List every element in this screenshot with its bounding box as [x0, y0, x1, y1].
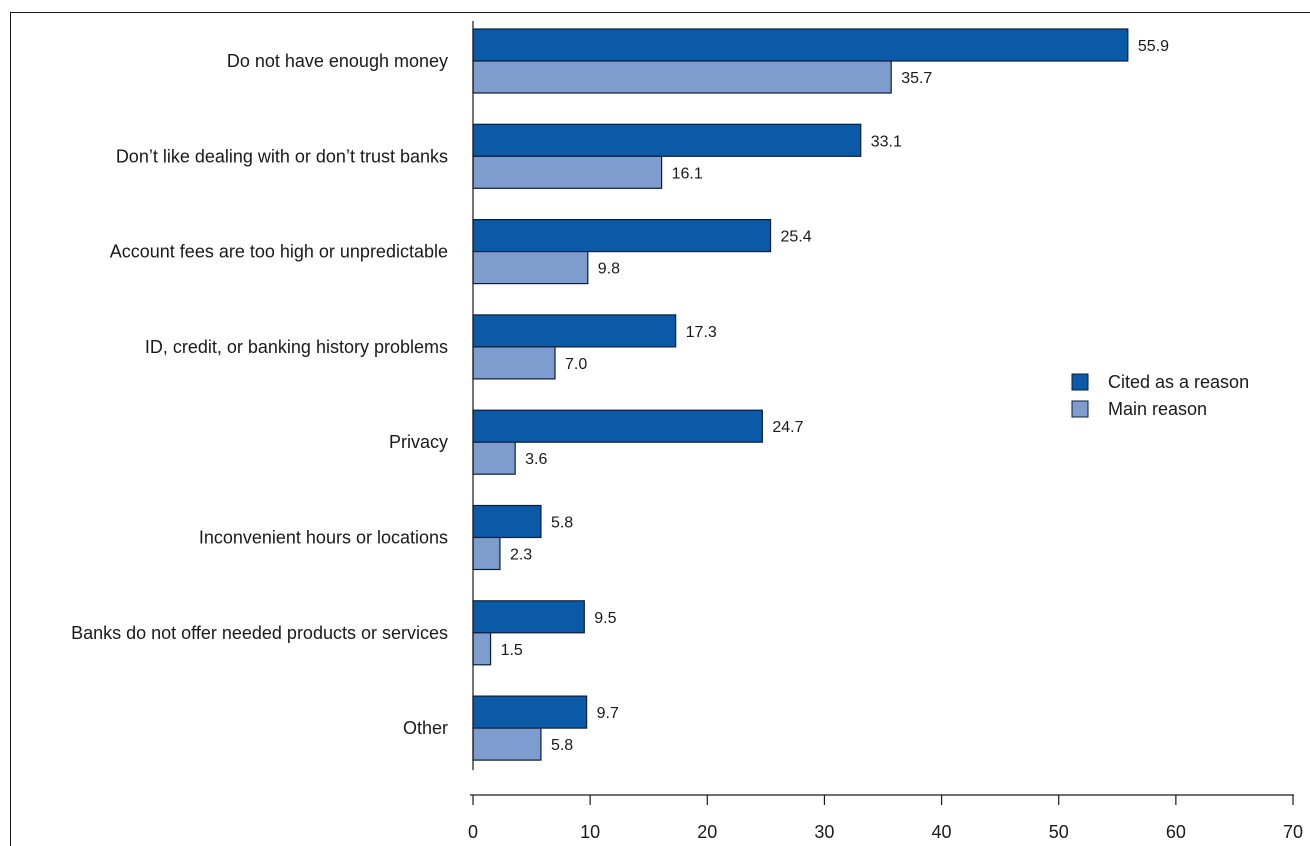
data-label: 17.3	[686, 324, 717, 341]
bar-cited-as-a-reason	[472, 123, 862, 157]
bar-cited-as-a-reason	[472, 28, 1129, 62]
bar-cited-as-a-reason	[472, 409, 763, 443]
category-label: Inconvenient hours or locations	[199, 528, 448, 548]
category-labels: Do not have enough money Don’t like deali…	[71, 51, 448, 738]
x-axis: 0 10 20 30 40 50 60 70	[468, 21, 1303, 842]
category-label: ID, credit, or banking history problems	[145, 337, 448, 357]
x-tick-label: 20	[697, 822, 717, 842]
data-label: 55.9	[1138, 38, 1169, 55]
data-label: 9.7	[597, 705, 619, 722]
data-label: 35.7	[901, 70, 932, 87]
data-label: 7.0	[565, 356, 587, 373]
bar-cited-as-a-reason	[472, 600, 585, 634]
data-label: 25.4	[781, 229, 812, 246]
data-label: 9.8	[598, 261, 620, 278]
data-label: 3.6	[525, 451, 547, 468]
category-label: Banks do not offer needed products or se…	[71, 623, 448, 643]
x-tick-label: 50	[1049, 822, 1069, 842]
bar-main-reason	[472, 155, 663, 189]
bar-cited-as-a-reason	[472, 504, 542, 539]
bar-main-reason	[472, 727, 542, 761]
bar-cited-as-a-reason	[472, 314, 677, 348]
data-label: 24.7	[772, 419, 803, 436]
x-tick-label: 60	[1166, 822, 1186, 842]
data-label: 33.1	[871, 133, 902, 150]
data-label: 2.3	[510, 547, 532, 564]
data-label: 16.1	[672, 165, 703, 182]
bar-main-reason	[472, 60, 892, 94]
legend: Cited as a reason Main reason	[1071, 372, 1249, 419]
bar-main-reason	[472, 251, 589, 285]
legend-label: Main reason	[1108, 399, 1207, 419]
category-label: Account fees are too high or unpredictab…	[110, 242, 448, 262]
bar-cited-as-a-reason	[472, 695, 588, 729]
data-label: 5.8	[551, 515, 573, 532]
x-tick-label: 30	[814, 822, 834, 842]
category-label: Other	[403, 718, 448, 738]
bar-main-reason	[472, 441, 516, 475]
legend-label: Cited as a reason	[1108, 372, 1249, 392]
data-label: 1.5	[501, 642, 523, 659]
category-label: Do not have enough money	[227, 51, 448, 71]
x-tick-label: 10	[580, 822, 600, 842]
bar-main-reason	[472, 346, 556, 380]
bar-main-reason	[472, 536, 501, 571]
bar-cited-as-a-reason	[472, 219, 772, 253]
category-label: Don’t like dealing with or don’t trust b…	[116, 146, 448, 166]
legend-swatch-cited-as-a-reason	[1071, 373, 1089, 391]
x-tick-label: 40	[932, 822, 952, 842]
bars-layer: 55.9 35.7 33.1 16.1 25.4 9.8 17.3 7.0 24.7 3.6 5.8…	[472, 28, 1169, 761]
x-tick-label: 0	[468, 822, 478, 842]
x-tick-label: 70	[1283, 822, 1303, 842]
data-label: 5.8	[551, 737, 573, 754]
bar-main-reason	[472, 632, 492, 666]
data-label: 9.5	[594, 610, 616, 627]
category-label: Privacy	[389, 432, 448, 452]
legend-swatch-main-reason	[1071, 400, 1089, 418]
